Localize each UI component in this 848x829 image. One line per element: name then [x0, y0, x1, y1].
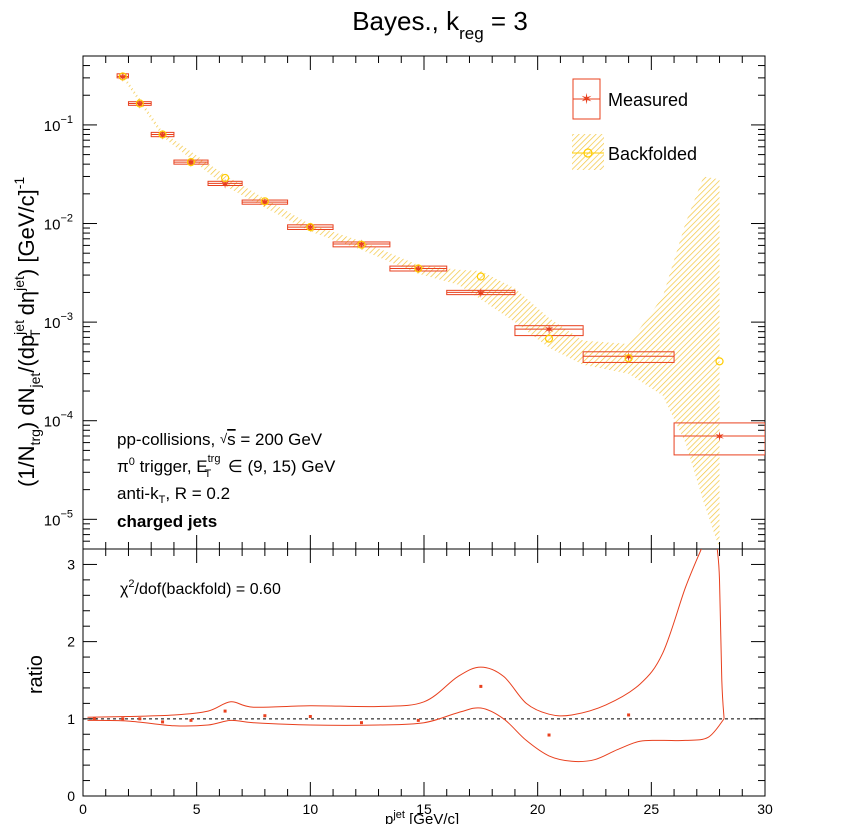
- chart-title-sub: reg: [459, 24, 484, 43]
- measured-point-8: ✶: [413, 261, 424, 276]
- annotations: pp-collisions, √s = 200 GeV π0 trigger, …: [117, 430, 336, 598]
- top-axis-ticks: 10−5 10−4 10−3 10−2 10−1: [44, 55, 766, 549]
- measured-point-12: ✶: [714, 429, 725, 444]
- ratio-series: [83, 549, 765, 763]
- backfolded-point-5: [260, 197, 269, 206]
- backfolded-point-4: [220, 173, 230, 183]
- ratio-upper-envelope-tail: [716, 549, 725, 719]
- measured-point-2: ✶: [157, 127, 168, 142]
- x-tick-label-3: 15: [416, 801, 432, 817]
- backfolded-point-9: [476, 272, 485, 281]
- measured-error-box-11: [582, 351, 675, 363]
- y-tick-label-4: 10−1: [44, 114, 73, 135]
- ratio-y-tick-label-3: 3: [67, 556, 75, 572]
- y-tick-label-3: 10−2: [44, 213, 73, 234]
- ratio-point-10: [479, 684, 483, 688]
- legend-measured-marker: ✶: [580, 91, 593, 108]
- chart-title: Bayes., kreg = 3: [352, 6, 528, 43]
- measured-point-0: ✶: [117, 69, 128, 84]
- ratio-point-3: [161, 720, 165, 724]
- ratio-point-5: [223, 709, 227, 713]
- backfolded-point-6: [306, 222, 315, 232]
- measured-point-1: ✶: [134, 96, 145, 111]
- y-tick-label-2: 10−3: [44, 311, 73, 332]
- backfolded-series: [118, 72, 724, 366]
- top-y-axis-label: (1/Ntrg) dNjet/(dpjetT dηjet) [GeV/c]-1: [11, 177, 43, 487]
- ratio-upper-envelope: [87, 549, 702, 718]
- x-tick-label-4: 20: [530, 801, 546, 817]
- y-tick-label-1: 10−4: [44, 410, 73, 431]
- backfolded-point-7: [357, 240, 366, 249]
- measured-error-box-12: [673, 422, 765, 456]
- ratio-point-2: [138, 717, 142, 721]
- measured-point-11: ✶: [623, 349, 634, 364]
- backfolded-point-8: [414, 264, 423, 273]
- x-tick-label-2: 10: [303, 801, 319, 817]
- measured-error-box-0: [116, 73, 129, 79]
- annotation-collisions: pp-collisions, √s = 200 GeV: [117, 430, 323, 449]
- measured-point-6: ✶: [305, 220, 316, 235]
- measured-point-5: ✶: [259, 195, 270, 210]
- ratio-point-12: [627, 713, 631, 717]
- x-tick-label-0: 0: [79, 801, 87, 817]
- ratio-y-tick-label-1: 1: [67, 711, 75, 727]
- chart-title-tail: = 3: [484, 6, 528, 36]
- legend-backfolded-label: Backfolded: [608, 144, 697, 164]
- x-tick-label-6: 30: [757, 801, 773, 817]
- ratio-point-7: [308, 714, 312, 718]
- backfolded-point-10: [544, 334, 554, 343]
- ratio-point-11: [547, 733, 551, 737]
- legend-backfolded-marker: [583, 148, 593, 158]
- measured-point-3: ✶: [186, 155, 197, 170]
- backfolded-point-11: [624, 354, 633, 363]
- measured-point-7: ✶: [356, 237, 367, 252]
- measured-point-10: ✶: [544, 322, 555, 337]
- backfolded-point-1: [135, 99, 144, 108]
- x-axis-label: pjet [GeV/c]: [385, 809, 459, 824]
- legend-measured-label: Measured: [608, 90, 688, 110]
- ratio-point-1: [121, 717, 125, 721]
- measured-point-4: ✶: [220, 176, 231, 191]
- legend: ✶ Measured Backfolded: [572, 78, 697, 170]
- ratio-point-8: [359, 721, 363, 725]
- backfolded-point-3: [186, 157, 196, 167]
- x-tick-label-5: 25: [644, 801, 660, 817]
- ratio-point-0: [92, 717, 96, 721]
- ratio-lower-envelope: [87, 707, 725, 763]
- ratio-y-tick-label-2: 2: [67, 634, 75, 650]
- backfolded-point-2: [158, 130, 167, 139]
- measured-series: ✶ ✶ ✶ ✶ ✶ ✶ ✶ ✶ ✶ ✶ ✶ ✶ ✶: [116, 69, 765, 456]
- x-tick-label-1: 5: [193, 801, 201, 817]
- backfolded-point-0: [118, 72, 127, 81]
- annotation-jet-algo: anti-kT, R = 0.2: [117, 484, 230, 506]
- measured-point-9: ✶: [475, 285, 486, 300]
- annotation-trigger: π0 trigger, Etrg T ∈ (9, 15) GeV: [117, 453, 336, 480]
- legend-backfolded-symbol-box: [572, 134, 604, 170]
- ratio-point-4: [189, 718, 193, 722]
- annotation-chi2: χ2/dof(backfold) = 0.60: [120, 578, 281, 598]
- chart-title-main: Bayes., k: [352, 6, 460, 36]
- ratio-y-tick-label-0: 0: [67, 788, 75, 804]
- backfolded-point-12: [715, 357, 724, 366]
- y-tick-label-0: 10−5: [44, 508, 73, 529]
- ratio-point-6: [263, 714, 267, 718]
- ratio-y-axis-label: ratio: [25, 655, 47, 694]
- annotation-charged-jets: charged jets: [117, 512, 217, 531]
- ratio-point-9: [416, 718, 420, 722]
